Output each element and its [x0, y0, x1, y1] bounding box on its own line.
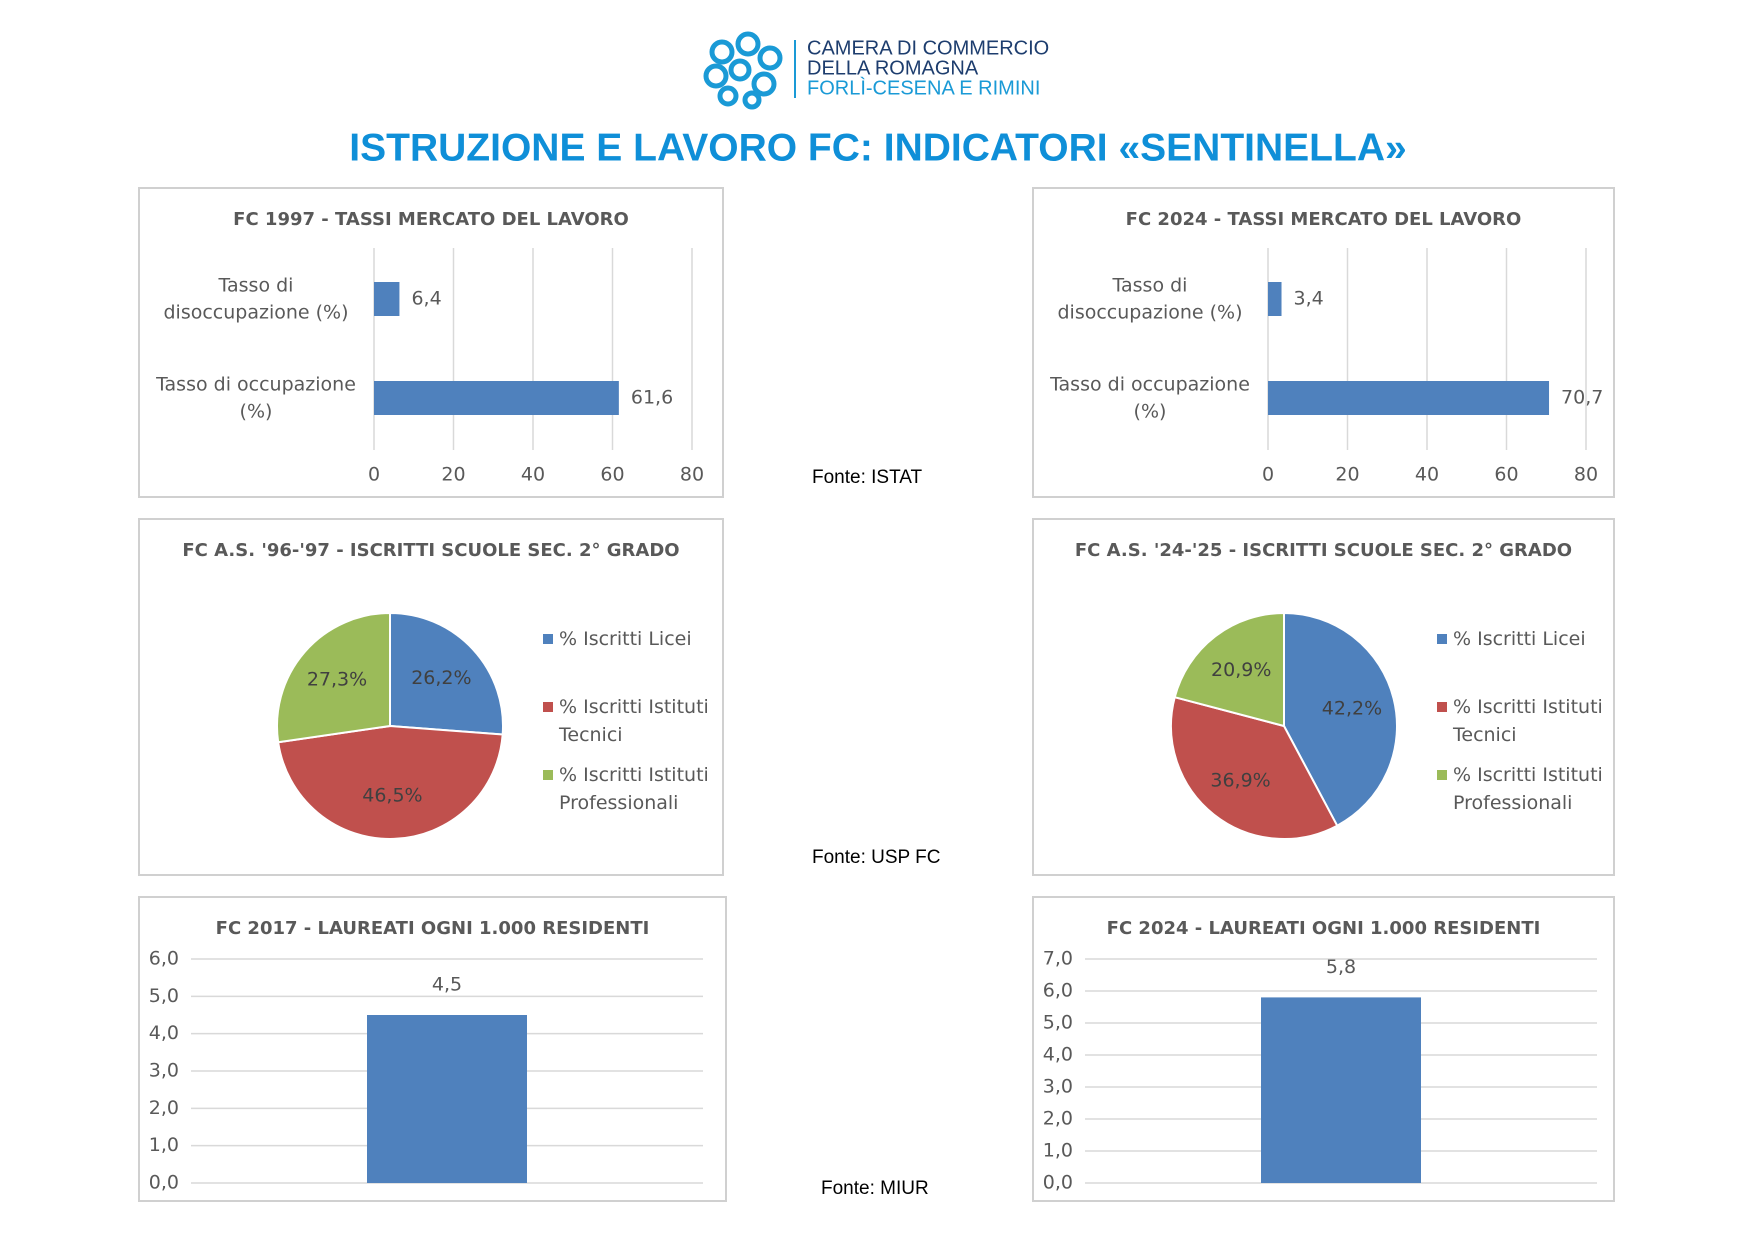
x-tick-label: 20	[441, 464, 465, 486]
x-tick-label: 80	[680, 464, 704, 486]
y-tick-label: 2,0	[1043, 1108, 1073, 1130]
x-tick-label: 60	[1494, 464, 1518, 486]
category-label: Tasso di disoccupazione (%)	[1057, 274, 1242, 323]
y-tick-label: 1,0	[149, 1134, 179, 1156]
chart-title: FC A.S. '96-'97 - ISCRITTI SCUOLE SEC. 2…	[182, 540, 679, 561]
source: Fonte: MIUR	[821, 1178, 929, 1199]
org-line: CAMERA DI COMMERCIO	[807, 37, 1049, 59]
bar	[1268, 381, 1550, 415]
y-tick-label: 1,0	[1043, 1140, 1073, 1162]
y-tick-label: 0,0	[149, 1172, 179, 1194]
legend-swatch	[543, 702, 553, 712]
bar	[1268, 282, 1282, 316]
y-tick-label: 4,0	[149, 1022, 179, 1044]
x-tick-label: 20	[1335, 464, 1359, 486]
value-label: 5,8	[1326, 956, 1356, 978]
y-tick-label: 2,0	[149, 1097, 179, 1119]
x-tick-label: 0	[1262, 464, 1274, 486]
chart-frame	[138, 187, 724, 498]
y-tick-label: 6,0	[149, 948, 179, 970]
y-tick-label: 3,0	[1043, 1076, 1073, 1098]
bar	[374, 381, 619, 415]
legend-swatch	[543, 770, 553, 780]
source: Fonte: ISTAT	[812, 467, 923, 488]
category-label: Tasso di disoccupazione (%)	[163, 274, 348, 323]
value-label: 46,5%	[362, 785, 422, 807]
pie-slice	[276, 611, 391, 744]
legend-label: % Iscritti Licei	[1453, 628, 1586, 650]
pie-slice	[1170, 695, 1339, 840]
page-title: ISTRUZIONE E LAVORO FC: INDICATORI «SENT…	[349, 126, 1406, 169]
y-tick-label: 5,0	[1043, 1012, 1073, 1034]
logo	[703, 31, 783, 110]
pie-slice	[277, 724, 504, 840]
x-tick-label: 40	[521, 464, 545, 486]
y-tick-label: 6,0	[1043, 980, 1073, 1002]
legend-label: % Iscritti Istituti Professionali	[1453, 764, 1603, 814]
x-tick-label: 80	[1574, 464, 1598, 486]
org-line: DELLA ROMAGNA	[807, 57, 979, 79]
value-label: 36,9%	[1210, 769, 1270, 791]
legend-swatch	[1437, 770, 1447, 780]
legend-swatch	[1437, 634, 1447, 644]
y-tick-label: 7,0	[1043, 948, 1073, 970]
legend-label: % Iscritti Istituti Professionali	[559, 764, 709, 814]
value-label: 6,4	[411, 288, 441, 310]
y-tick-label: 0,0	[1043, 1172, 1073, 1194]
value-label: 20,9%	[1211, 659, 1271, 681]
category-label: Tasso di occupazione (%)	[1049, 373, 1250, 422]
pie-slice	[1173, 611, 1285, 728]
source: Fonte: USP FC	[812, 847, 940, 868]
x-tick-label: 0	[368, 464, 380, 486]
legend-swatch	[543, 634, 553, 644]
org-line: FORLÌ-CESENA E RIMINI	[807, 76, 1040, 99]
bar	[374, 282, 400, 316]
value-label: 4,5	[432, 974, 462, 996]
legend-label: % Iscritti Licei	[559, 628, 692, 650]
value-label: 26,2%	[411, 667, 471, 689]
value-label: 70,7	[1561, 387, 1603, 409]
y-tick-label: 3,0	[149, 1060, 179, 1082]
x-tick-label: 60	[600, 464, 624, 486]
y-tick-label: 4,0	[1043, 1044, 1073, 1066]
pie-slice	[1283, 611, 1398, 828]
chart-title: FC 2017 - LAUREATI OGNI 1.000 RESIDENTI	[216, 918, 650, 939]
chart-title: FC 2024 - LAUREATI OGNI 1.000 RESIDENTI	[1107, 918, 1541, 939]
chart-frame	[1032, 187, 1615, 498]
legend-label: % Iscritti Istituti Tecnici	[558, 696, 709, 746]
y-tick-label: 5,0	[149, 985, 179, 1007]
value-label: 27,3%	[307, 669, 367, 691]
chart-title: FC 1997 - TASSI MERCATO DEL LAVORO	[233, 209, 629, 230]
value-label: 42,2%	[1322, 698, 1382, 720]
legend-swatch	[1437, 702, 1447, 712]
legend-label: % Iscritti Istituti Tecnici	[1452, 696, 1603, 746]
value-label: 3,4	[1294, 288, 1324, 310]
x-tick-label: 40	[1415, 464, 1439, 486]
chart-title: FC A.S. '24-'25 - ISCRITTI SCUOLE SEC. 2…	[1075, 540, 1572, 561]
category-label: Tasso di occupazione (%)	[155, 373, 356, 422]
bar	[367, 1015, 527, 1183]
bar	[1261, 997, 1421, 1183]
chart-title: FC 2024 - TASSI MERCATO DEL LAVORO	[1126, 209, 1522, 230]
value-label: 61,6	[631, 387, 673, 409]
pie-slice	[389, 611, 504, 736]
